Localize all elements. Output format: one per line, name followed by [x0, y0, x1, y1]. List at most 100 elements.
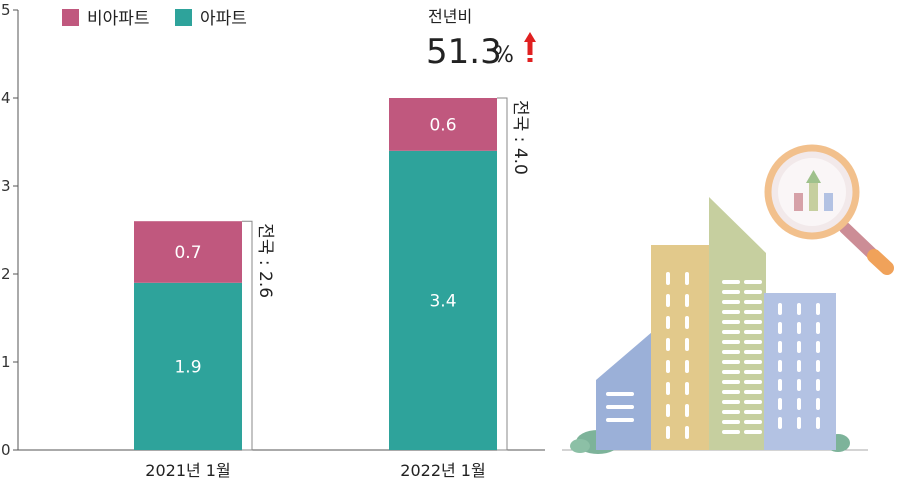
building-window: [666, 294, 670, 307]
building-window: [722, 390, 740, 394]
building-window: [666, 404, 670, 417]
building-window: [722, 360, 740, 364]
y-tick-label: 0: [1, 441, 11, 459]
building-window: [685, 360, 689, 373]
building-window: [722, 320, 740, 324]
bar-value-label: 0.6: [429, 115, 456, 135]
y-tick-label: 2: [1, 265, 11, 283]
building-window: [666, 272, 670, 285]
building-window: [778, 322, 782, 334]
y-axis-ticks: 0 1 2 3 4 5: [1, 1, 18, 459]
bar-segment-apartment: [389, 150, 497, 451]
building-window: [744, 420, 762, 424]
magnifier-icon: [764, 144, 894, 275]
building-window: [722, 420, 740, 424]
building-window: [797, 379, 801, 391]
building-window: [722, 400, 740, 404]
building-window: [722, 370, 740, 374]
up-arrow-icon: [524, 32, 536, 62]
legend-swatch-apartment: [175, 9, 192, 26]
x-axis-labels: 2021년 1월 2022년 1월: [145, 461, 485, 480]
bar-segment-apartment: [134, 282, 242, 450]
building-window: [744, 360, 762, 364]
building-window: [666, 338, 670, 351]
building-yellow: [651, 245, 711, 450]
total-label: 전국 : 2.6: [255, 223, 275, 298]
building-window: [744, 370, 762, 374]
building-window: [722, 310, 740, 314]
total-bracket: [242, 220, 253, 451]
x-tick-label: 2021년 1월: [145, 461, 230, 480]
building-window: [816, 303, 820, 315]
city-buildings-illustration: [562, 144, 894, 454]
building-window: [722, 410, 740, 414]
total-label: 전국 : 4.0: [510, 100, 530, 175]
building-window: [797, 360, 801, 372]
building-window: [744, 300, 762, 304]
legend-label-apartment: 아파트: [200, 9, 247, 29]
yoy-caption: 전년비: [428, 7, 472, 26]
building-window: [816, 417, 820, 429]
building-window: [744, 320, 762, 324]
building-window: [722, 340, 740, 344]
building-window: [722, 350, 740, 354]
building-window: [797, 303, 801, 315]
magnifier-bar-1: [794, 193, 803, 211]
building-window: [778, 379, 782, 391]
building-window: [797, 341, 801, 353]
bar-value-label: 1.9: [174, 357, 201, 377]
building-window: [744, 330, 762, 334]
building-window: [722, 380, 740, 384]
building-blue-left: [596, 332, 652, 450]
building-window: [816, 360, 820, 372]
building-window: [666, 360, 670, 373]
building-window: [744, 290, 762, 294]
y-tick-label: 1: [1, 353, 11, 371]
bar-segment-non-apartment: [389, 98, 497, 151]
building-window: [744, 280, 762, 284]
building-window: [685, 382, 689, 395]
yoy-value: 51.3: [426, 32, 502, 72]
building-window: [666, 382, 670, 395]
building-window: [778, 341, 782, 353]
building-window: [797, 322, 801, 334]
total-annotations: 전국 : 2.6 전국 : 4.0: [242, 97, 530, 451]
building-window: [778, 360, 782, 372]
building-window: [744, 340, 762, 344]
building-window: [685, 404, 689, 417]
bar-group: 1.9 0.7 3.4 0.6: [134, 98, 497, 451]
building-window: [816, 398, 820, 410]
legend: 비아파트 아파트: [62, 9, 247, 29]
building-window: [722, 280, 740, 284]
building-window: [744, 350, 762, 354]
building-window: [816, 341, 820, 353]
building-window: [778, 398, 782, 410]
building-window: [722, 290, 740, 294]
building-window: [685, 272, 689, 285]
building-window: [744, 430, 762, 434]
building-window: [685, 338, 689, 351]
building-window: [722, 300, 740, 304]
legend-label-non-apartment: 비아파트: [87, 9, 150, 29]
building-window: [778, 303, 782, 315]
building-window: [722, 430, 740, 434]
building-window: [797, 417, 801, 429]
legend-swatch-non-apartment: [62, 9, 79, 26]
y-tick-label: 3: [1, 177, 11, 195]
building-window: [685, 294, 689, 307]
building-window: [685, 316, 689, 329]
bar-segment-non-apartment: [134, 221, 242, 283]
x-tick-label: 2022년 1월: [400, 461, 485, 480]
building-window: [685, 426, 689, 439]
building-window: [778, 417, 782, 429]
building-window: [744, 400, 762, 404]
building-window: [816, 322, 820, 334]
building-window: [797, 398, 801, 410]
building-window: [744, 410, 762, 414]
building-window: [744, 390, 762, 394]
total-bracket: [497, 97, 508, 451]
magnifier-up-arrow: [806, 170, 821, 183]
building-window: [744, 310, 762, 314]
